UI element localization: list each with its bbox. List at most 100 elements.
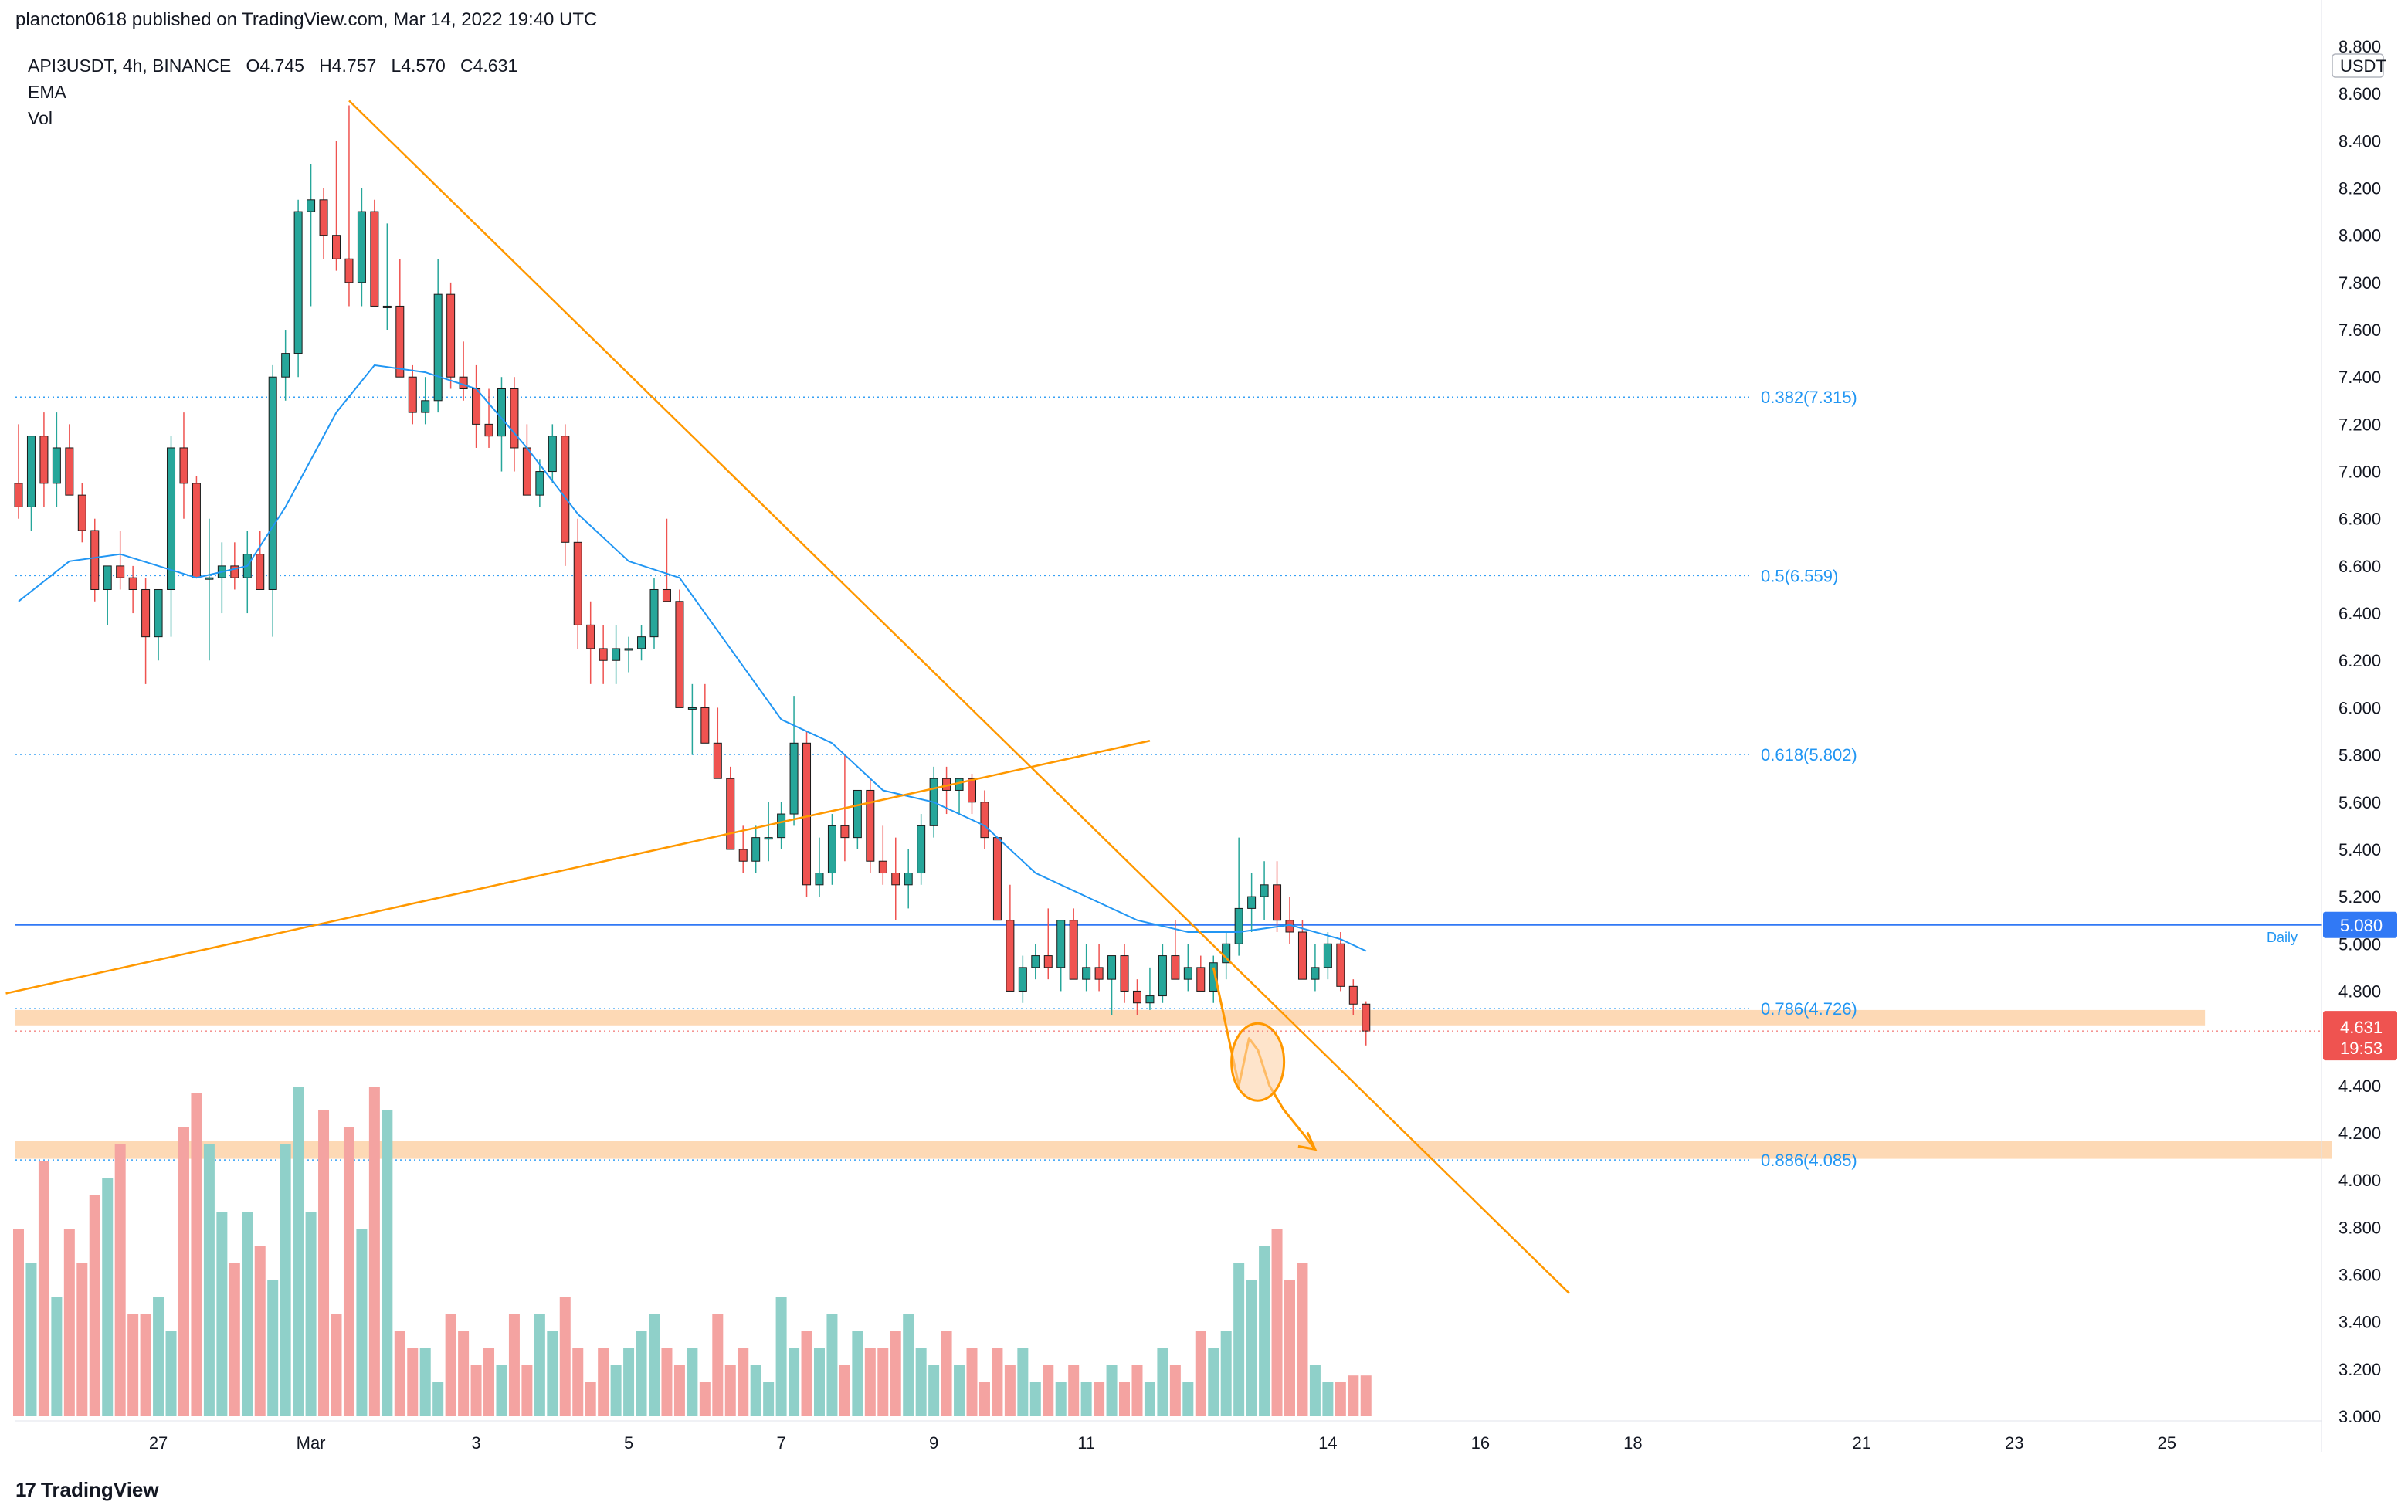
volume-bar [661,1348,673,1416]
candle-body [815,873,824,886]
countdown-text: 19:53 [2340,1039,2383,1058]
volume-bar [649,1314,660,1416]
price-tick-label: 5.600 [2338,793,2381,812]
projection-circle [1230,1022,1286,1102]
volume-bar [1068,1365,1080,1416]
price-tick-label: 8.600 [2338,84,2381,103]
tradingview-logo[interactable]: 17 TradingView [15,1478,159,1502]
last-price-text: 4.631 [2340,1018,2383,1037]
price-tick-label: 8.400 [2338,131,2381,151]
candle-body [535,471,544,496]
volume-bar [76,1263,88,1416]
candle-body [370,211,379,307]
fib-label-4: 0.886(4.085) [1761,1151,1857,1170]
volume-bar [839,1365,850,1416]
candle-body [1323,943,1332,968]
candle-body [26,436,36,507]
volume-bar [1157,1348,1168,1416]
candle-body [1247,896,1257,909]
price-tick-label: 3.200 [2338,1360,2381,1379]
legend-close: C4.631 [460,56,518,76]
candle-body [522,447,531,496]
price-tick-label: 6.200 [2338,651,2381,670]
price-tick-label: 8.200 [2338,179,2381,198]
volume-bar [915,1348,927,1416]
volume-bar [356,1229,368,1416]
price-tick-label: 6.600 [2338,557,2381,576]
legend-vol[interactable]: Vol [28,108,53,128]
price-tick-label: 3.600 [2338,1265,2381,1284]
candle-body [90,530,100,590]
volume-bar [572,1348,584,1416]
fib-label-0: 0.382(7.315) [1761,388,1857,407]
price-tick-label: 7.400 [2338,368,2381,387]
candle-body [256,554,265,590]
candle-body [1006,920,1015,992]
candle-body [1056,920,1066,968]
candle-body [1145,995,1155,1004]
candle-body [1311,967,1320,980]
volume-bar [419,1348,431,1416]
volume-bar [673,1365,685,1416]
candle-body [1297,931,1307,980]
volume-bar [153,1297,164,1416]
candle-body [612,648,621,661]
time-tick-label: 25 [2157,1433,2176,1453]
candle-body [637,636,646,649]
ema-path [18,364,1367,952]
candle-body [357,211,366,283]
volume-bar [738,1348,749,1416]
candle-body [586,624,595,649]
volume-bar [763,1382,775,1416]
volume-bar [1233,1263,1245,1416]
volume-bar [1271,1229,1283,1416]
chart-legend: API3USDT, 4h, BINANCE O4.745 H4.757 L4.5… [28,53,517,131]
price-tick-label: 7.200 [2338,415,2381,434]
volume-bar [1309,1365,1321,1416]
candle-body [675,601,684,708]
volume-bar [191,1093,202,1416]
volume-bar [775,1297,787,1416]
candle-body [1031,955,1040,968]
volume-bar [165,1331,177,1416]
candle-body [1171,955,1180,980]
volume-bar [1144,1382,1155,1416]
candle-body [421,400,430,413]
candle-body [14,483,23,507]
volume-bar [242,1212,253,1416]
volume-bar [331,1314,342,1416]
candle-body [205,577,214,580]
candle-body [802,742,812,886]
volume-bar [102,1178,114,1416]
volume-bar [343,1127,354,1416]
volume-bar [496,1365,507,1416]
time-tick-label: 21 [1852,1433,1870,1453]
candle-body [319,199,328,236]
volume-bar [203,1144,215,1416]
volume-bar [458,1331,470,1416]
candle-body [128,577,137,590]
volume-bar [1284,1280,1295,1416]
volume-bar [789,1348,800,1416]
price-tick-label: 7.800 [2338,273,2381,293]
candle-body [268,376,277,590]
price-tick-label: 3.000 [2338,1407,2381,1426]
candle-body [1107,955,1117,980]
candle-body [510,388,519,449]
legend-ema[interactable]: EMA [28,82,66,102]
publisher-line: plancton0618 published on TradingView.co… [15,9,598,30]
candles [14,105,1371,1046]
volume-bar [1208,1348,1219,1416]
volume-bar [1080,1382,1092,1416]
price-tick-label: 7.000 [2338,463,2381,482]
volume-bar [1169,1365,1181,1416]
candle-body [1094,967,1104,980]
volume-bar [1182,1382,1194,1416]
volume-bar [216,1212,228,1416]
volume-bar [254,1246,266,1416]
legend-symbol-row: API3USDT, 4h, BINANCE O4.745 H4.757 L4.5… [28,53,517,79]
candle-body [1234,907,1243,944]
candle-body [738,849,748,862]
volume-bar [445,1314,456,1416]
